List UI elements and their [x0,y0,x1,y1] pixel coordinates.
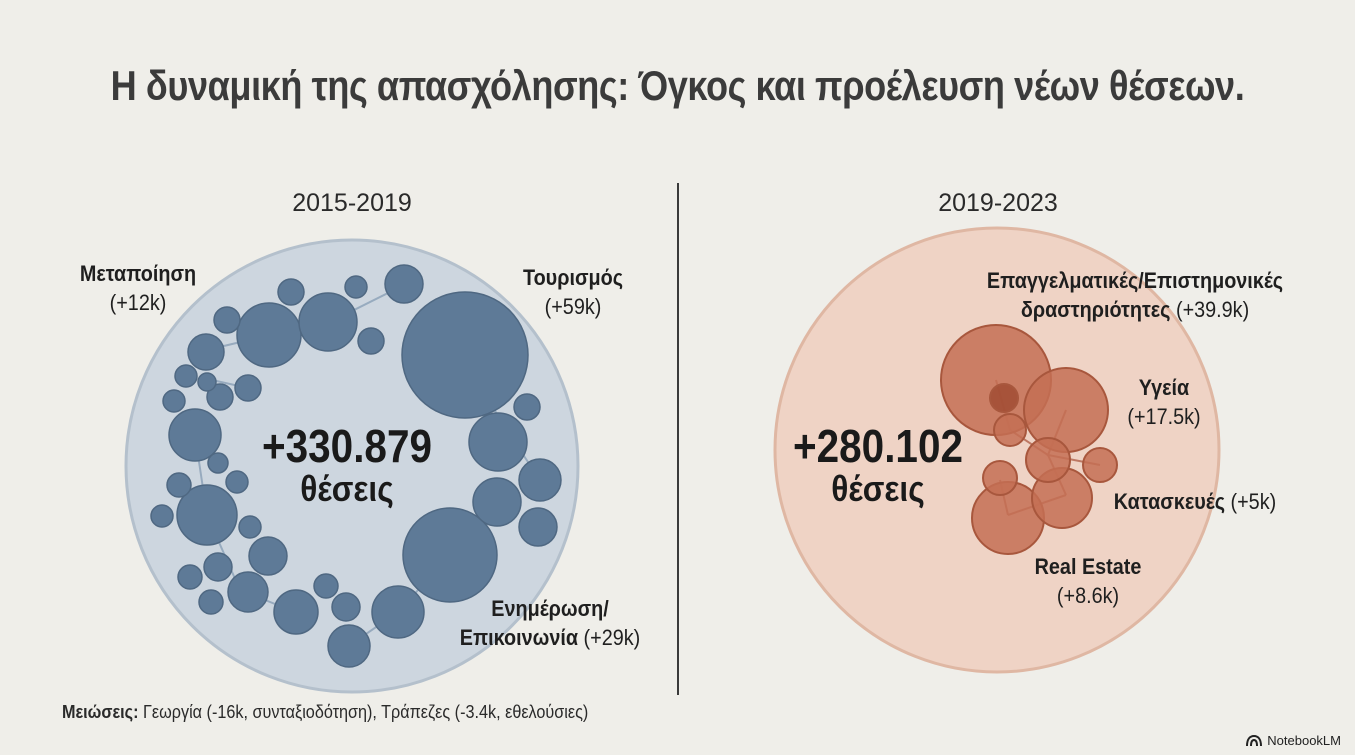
brand: NotebookLM [1246,733,1341,748]
right-bubbles [940,324,1118,555]
left-total-unit: θέσεις [300,468,394,509]
right-total: +280.102 θέσεις [758,423,998,509]
right-total-unit: θέσεις [831,468,925,509]
footnote: Μειώσεις: Γεωργία (-16k, συνταξιοδότηση)… [62,702,588,723]
label-professional-name2: δραστηριότητες [1020,297,1171,322]
label-information: Ενημέρωση/ Επικοινωνία (+29k) [438,594,663,652]
period-left: 2015-2019 [292,189,412,217]
label-construction-name: Κατασκευές [1113,489,1226,514]
label-tourism-value: (+59k) [544,294,602,319]
label-professional-name: Επαγγελματικές/Επιστημονικές [986,268,1284,293]
label-construction-value: (+5k) [1230,489,1277,514]
bubble-health [1023,367,1109,453]
label-health: Υγεία (+17.5k) [1106,373,1223,431]
notebooklm-logo-icon [1246,734,1263,746]
bubble-information [402,507,498,603]
label-real-estate-name: Real Estate [1034,554,1142,579]
bubble-tourism [401,291,529,419]
label-health-name: Υγεία [1138,375,1190,400]
label-real-estate: Real Estate (+8.6k) [1021,552,1156,610]
label-construction: Κατασκευές (+5k) [1101,487,1290,516]
label-health-value: (+17.5k) [1127,404,1201,429]
label-manufacturing: Μεταποίηση (+12k) [57,259,219,317]
left-total: +330.879 θέσεις [227,423,467,509]
label-manufacturing-value: (+12k) [109,290,167,315]
label-information-value: (+29k) [583,625,641,650]
label-tourism-name: Τουρισμός [522,265,624,290]
divider [677,183,679,695]
label-information-name: Ενημέρωση/ [491,596,609,621]
label-real-estate-value: (+8.6k) [1056,583,1120,608]
page-title: Η δυναμική της απασχόλησης: Όγκος και πρ… [110,62,1245,109]
label-professional-value: (+39.9k) [1175,297,1250,322]
brand-label: NotebookLM [1267,733,1341,748]
footnote-text: Γεωργία (-16k, συνταξιοδότηση), Τράπεζες… [138,702,589,722]
label-professional: Επαγγελματικές/Επιστημονικές δραστηριότη… [933,266,1338,324]
label-manufacturing-name: Μεταποίηση [79,261,197,286]
label-tourism: Τουρισμός (+59k) [492,263,654,321]
period-right: 2019-2023 [938,189,1058,217]
label-information-name2: Επικοινωνία [459,625,579,650]
bubble-manufacturing [236,302,302,368]
footnote-label: Μειώσεις: [62,702,139,722]
right-total-value: +280.102 [793,420,963,472]
right-total-circle [773,226,1221,674]
left-bubbles [150,264,562,668]
left-total-value: +330.879 [262,420,432,472]
